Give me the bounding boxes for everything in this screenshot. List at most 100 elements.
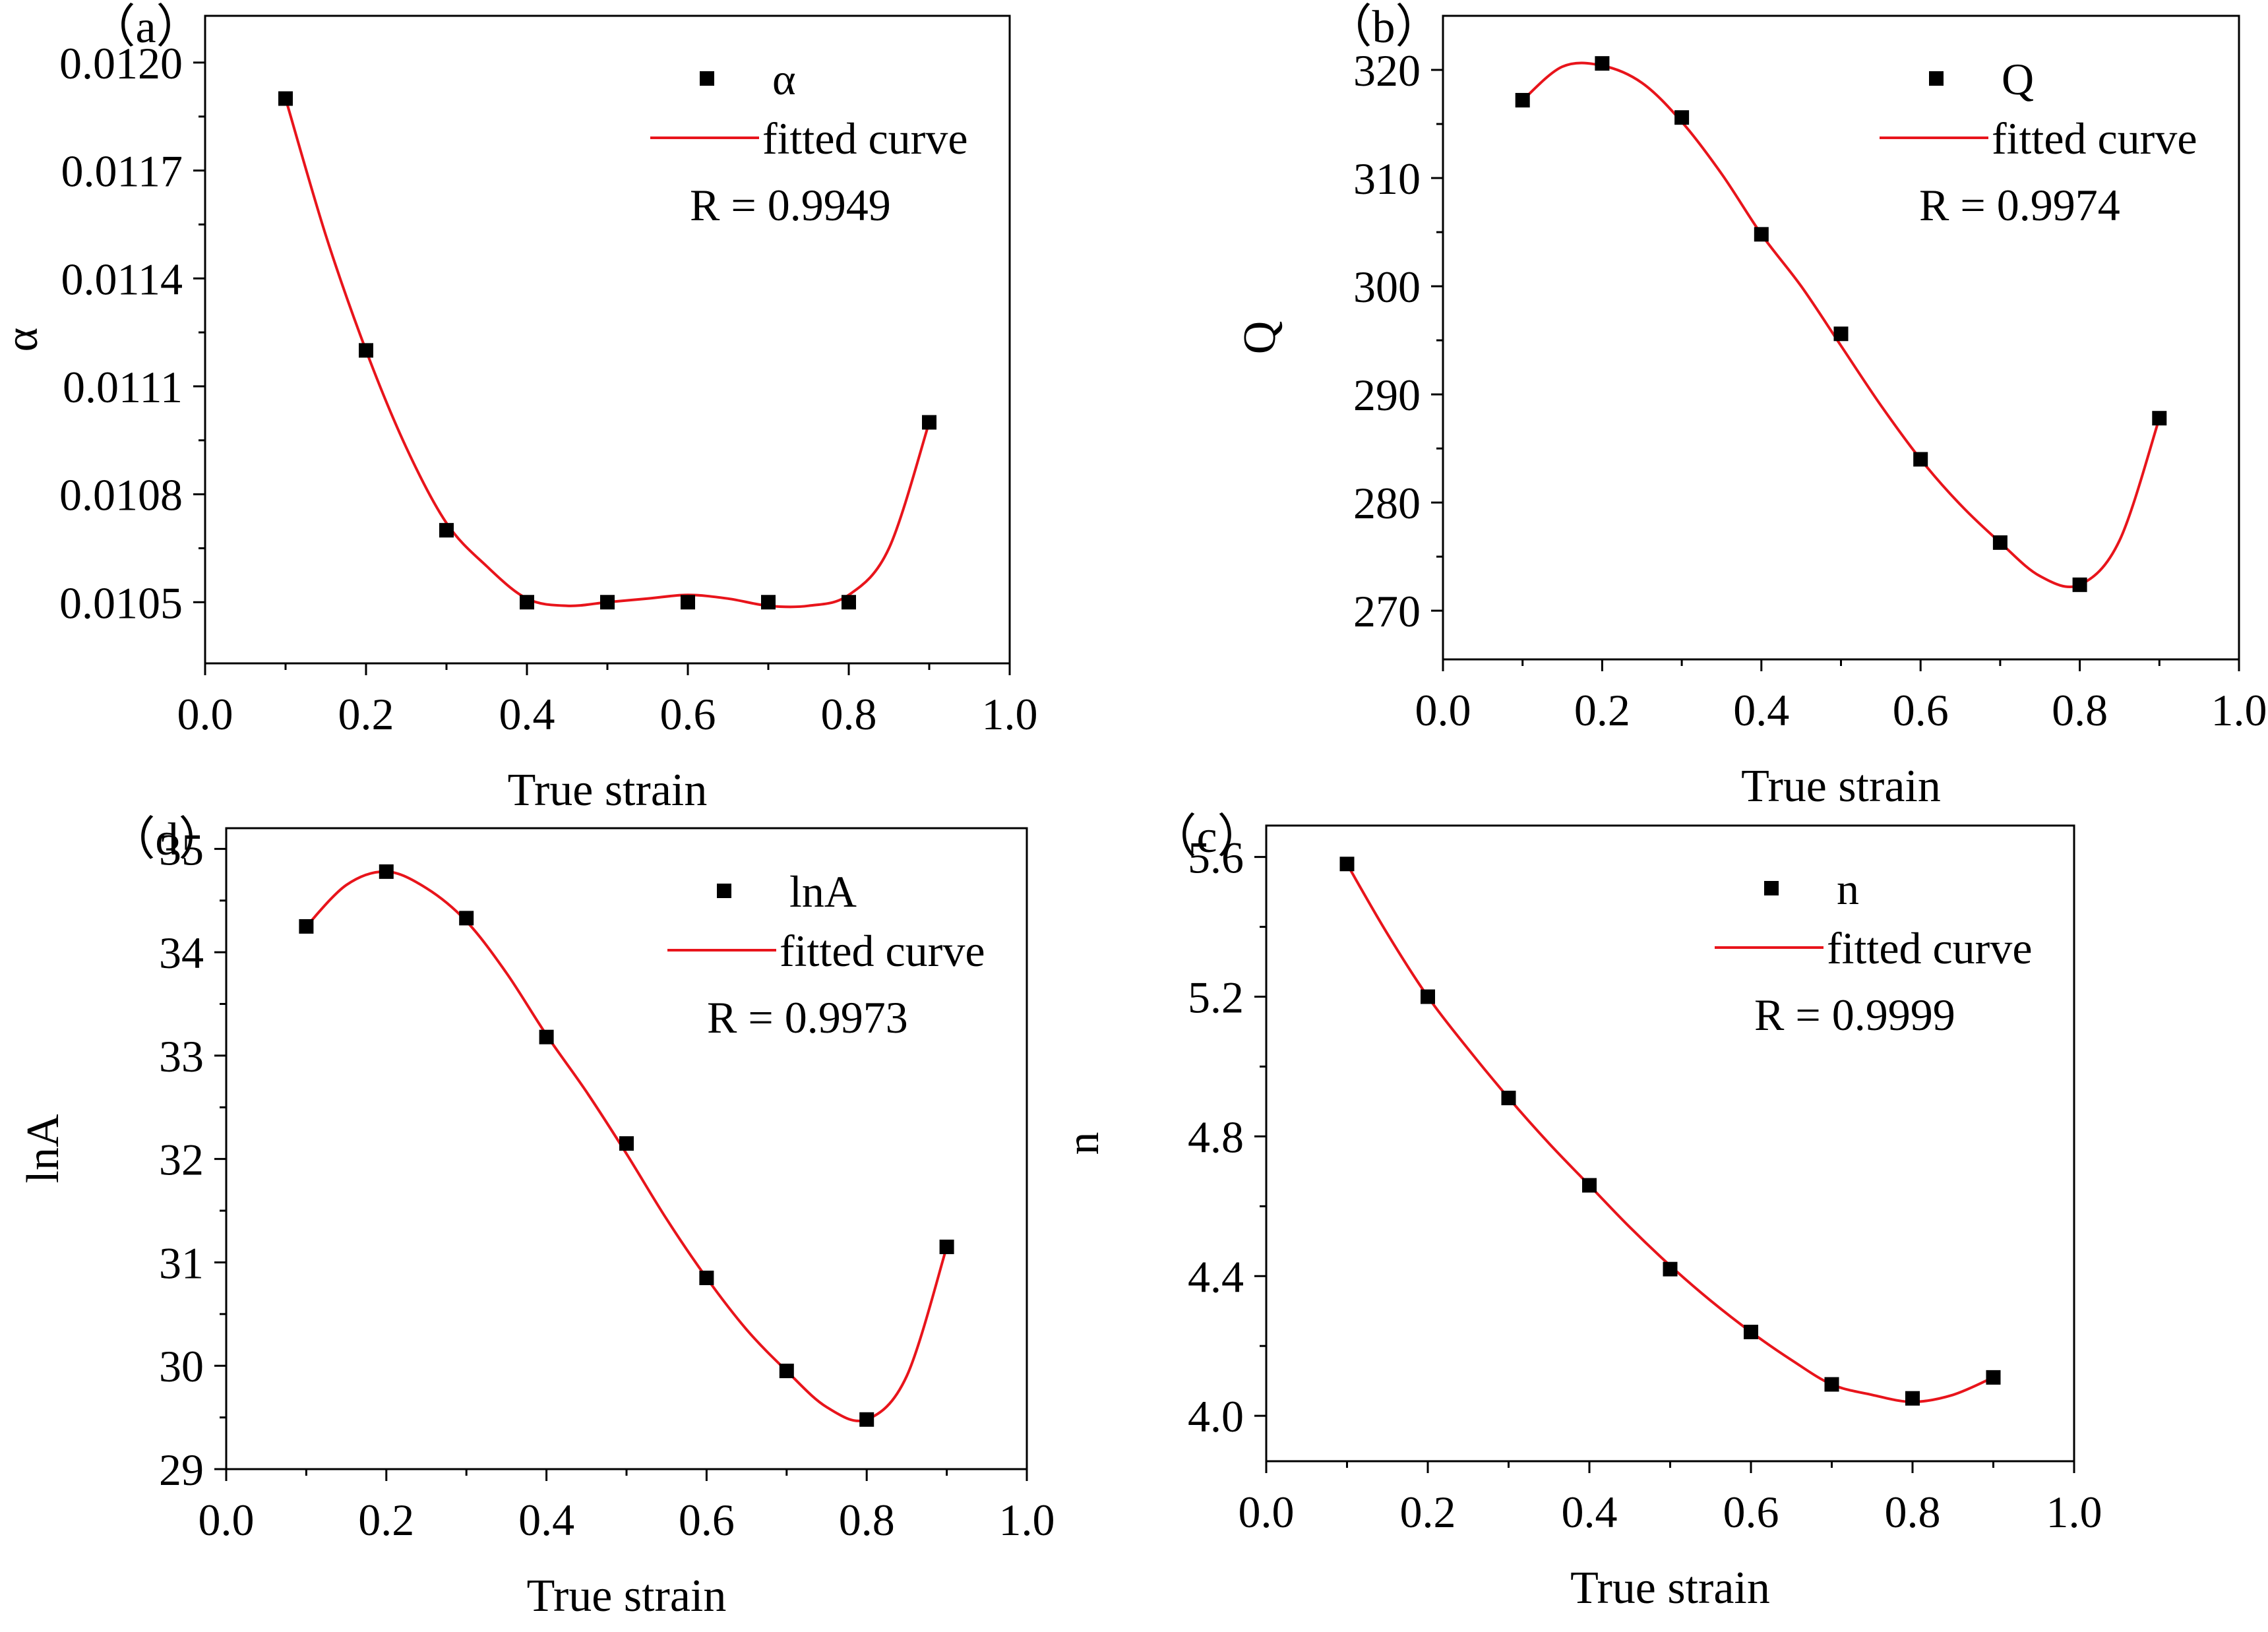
- data-point: [1595, 56, 1610, 71]
- data-point: [439, 523, 454, 538]
- y-tick-label: 0.0111: [63, 362, 183, 412]
- y-axis-title: α: [0, 328, 47, 352]
- x-tick-label: 1.0: [2046, 1487, 2102, 1537]
- x-tick-label: 1.0: [999, 1495, 1055, 1545]
- data-point: [459, 911, 474, 926]
- data-point: [539, 1029, 554, 1044]
- data-point: [1986, 1370, 2001, 1385]
- y-axis-title: Q: [1235, 321, 1285, 355]
- data-point: [619, 1136, 634, 1151]
- data-point: [278, 91, 293, 106]
- data-point: [859, 1412, 874, 1427]
- legend-curve-label: fitted curve: [762, 113, 968, 164]
- y-axis-title: n: [1058, 1132, 1109, 1155]
- x-tick-label: 0.4: [499, 689, 555, 739]
- data-point: [2072, 577, 2087, 592]
- data-point: [1582, 1178, 1597, 1193]
- y-tick-label: 35: [159, 824, 204, 874]
- panel-label: （b）: [1326, 2, 1442, 53]
- y-tick-label: 280: [1353, 478, 1421, 528]
- data-point: [1663, 1261, 1678, 1277]
- data-point: [1824, 1377, 1839, 1392]
- data-point: [939, 1239, 954, 1254]
- data-point: [1515, 92, 1530, 107]
- y-tick-label: 0.0120: [59, 38, 183, 88]
- x-tick-label: 0.8: [2052, 685, 2108, 735]
- y-tick-label: 0.0105: [59, 578, 183, 628]
- x-tick-label: 0.6: [1893, 685, 1949, 735]
- legend-marker-swatch: [1764, 881, 1779, 895]
- data-point: [922, 415, 936, 430]
- data-point: [299, 919, 314, 934]
- x-tick-label: 0.0: [199, 1495, 255, 1545]
- legend-marker-label: n: [1837, 864, 1859, 914]
- data-point: [359, 343, 373, 358]
- data-point: [2152, 411, 2167, 426]
- x-tick-label: 0.2: [358, 1495, 414, 1545]
- legend-marker-label: α: [772, 54, 796, 104]
- y-tick-label: 34: [159, 928, 204, 978]
- y-tick-label: 5.6: [1188, 833, 1244, 883]
- data-point: [1992, 535, 2007, 550]
- x-tick-label: 1.0: [982, 689, 1038, 739]
- data-point: [761, 595, 776, 610]
- legend-marker-swatch: [1929, 71, 1944, 86]
- x-tick-label: 0.8: [839, 1495, 895, 1545]
- legend-marker-label: lnA: [789, 866, 857, 917]
- data-point: [1501, 1091, 1516, 1106]
- x-tick-label: 0.0: [1239, 1487, 1295, 1537]
- x-tick-label: 0.4: [1733, 685, 1789, 735]
- data-point: [600, 595, 615, 610]
- data-point: [1339, 857, 1355, 872]
- y-tick-label: 30: [159, 1341, 204, 1391]
- x-tick-label: 0.0: [1415, 685, 1471, 735]
- x-tick-label: 0.2: [338, 689, 394, 739]
- y-tick-label: 32: [159, 1135, 204, 1185]
- legend-curve-label: fitted curve: [780, 926, 985, 976]
- legend-marker-swatch: [717, 884, 731, 898]
- data-point: [1833, 326, 1849, 342]
- x-axis-title: True strain: [1570, 1563, 1770, 1614]
- data-point: [1421, 989, 1435, 1004]
- panel-a: 0.0 0.2 0.4 0.6 0.8 1.0 0.0105 0.0108 0.0111 0.01…: [0, 2, 1038, 816]
- y-tick-label: 300: [1353, 262, 1421, 312]
- data-point: [379, 864, 394, 879]
- x-tick-label: 1.0: [2211, 685, 2267, 735]
- r-value-annotation: R = 0.9974: [1919, 180, 2120, 230]
- panel-label: （d）: [109, 814, 225, 865]
- fitted-curve-line: [305, 870, 948, 1422]
- fitted-curve-line: [1345, 863, 1994, 1404]
- y-axis-title: lnA: [18, 1114, 69, 1183]
- y-tick-label: 29: [159, 1445, 204, 1495]
- data-point: [1913, 452, 1928, 467]
- x-tick-label: 0.6: [660, 689, 716, 739]
- data-point: [681, 595, 695, 610]
- panel-c: 0.0 0.2 0.4 0.6 0.8 1.0 4.0 4.4 4.8 5.2 5.6 True st…: [1058, 812, 2102, 1614]
- y-tick-label: 310: [1353, 154, 1421, 204]
- x-axis-title: True strain: [1741, 761, 1941, 812]
- panel-d: 0.0 0.2 0.4 0.6 0.8 1.0 29 30 31 32 33 34 35 True str…: [18, 814, 1055, 1621]
- legend-marker-swatch: [700, 71, 714, 86]
- y-tick-label: 320: [1353, 45, 1421, 96]
- x-tick-label: 0.0: [177, 689, 233, 739]
- legend-curve-label: fitted curve: [1827, 923, 2033, 973]
- x-tick-label: 0.4: [1562, 1487, 1618, 1537]
- y-tick-label: 290: [1353, 370, 1421, 420]
- data-point: [1674, 110, 1690, 125]
- y-tick-label: 5.2: [1188, 973, 1244, 1023]
- x-tick-label: 0.6: [1723, 1487, 1779, 1537]
- x-tick-label: 0.4: [518, 1495, 574, 1545]
- y-tick-label: 270: [1353, 586, 1421, 636]
- panel-label: （a）: [89, 2, 202, 53]
- panel-label: （c）: [1150, 812, 1263, 862]
- r-value-annotation: R = 0.9973: [707, 992, 908, 1043]
- x-axis-title: True strain: [508, 765, 708, 816]
- data-point: [1754, 227, 1769, 242]
- y-tick-label: 4.0: [1188, 1391, 1244, 1441]
- x-tick-label: 0.8: [821, 689, 877, 739]
- data-point: [779, 1364, 794, 1379]
- data-point: [842, 595, 856, 610]
